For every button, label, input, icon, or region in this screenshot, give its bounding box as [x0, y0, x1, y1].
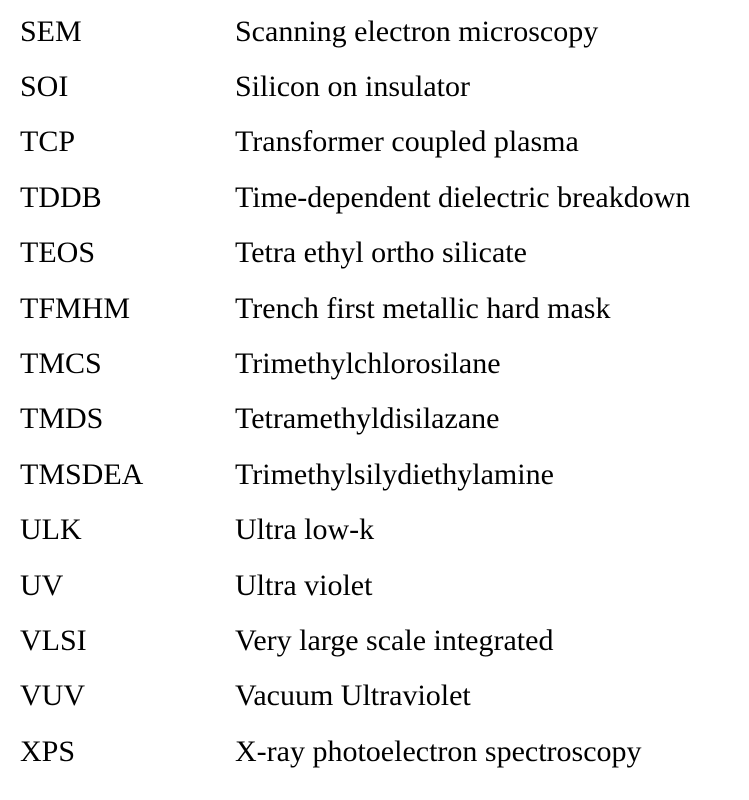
abbreviation-row: TCP Transformer coupled plasma — [0, 115, 749, 170]
abbreviation-term: TCP — [20, 125, 76, 159]
abbreviation-row: TMDS Tetramethyldisilazane — [0, 392, 749, 447]
abbreviation-definition: X-ray photoelectron spectroscopy — [235, 734, 642, 768]
abbreviation-definition: Trench first metallic hard mask — [235, 291, 611, 325]
abbreviation-row: TMCS Trimethylchlorosilane — [0, 336, 749, 391]
abbreviation-definition: Tetra ethyl ortho silicate — [235, 236, 527, 270]
abbreviation-row: VUV Vacuum Ultraviolet — [0, 669, 749, 724]
abbreviation-definition: Vacuum Ultraviolet — [235, 679, 471, 713]
abbreviation-term: TEOS — [20, 236, 95, 270]
abbreviation-term: SEM — [20, 14, 82, 48]
abbreviation-definition: Ultra low-k — [235, 513, 375, 547]
abbreviation-definition: Scanning electron microscopy — [235, 14, 599, 48]
abbreviation-definition: Very large scale integrated — [235, 623, 554, 657]
abbreviation-term: TFMHM — [20, 291, 131, 325]
abbreviation-term: VUV — [20, 679, 85, 713]
abbreviation-term: TMSDEA — [20, 457, 144, 491]
abbreviation-term: UV — [20, 568, 64, 602]
abbreviation-definition: Trimethylchlorosilane — [235, 347, 501, 381]
abbreviation-definition: Trimethylsilydiethylamine — [235, 457, 554, 491]
abbreviation-row: XPS X-ray photoelectron spectroscopy — [0, 724, 749, 779]
abbreviation-row: SEM Scanning electron microscopy — [0, 4, 749, 59]
abbreviation-term: XPS — [20, 734, 76, 768]
abbreviation-definition: Ultra violet — [235, 568, 373, 602]
abbreviation-term: TMDS — [20, 402, 104, 436]
abbreviation-row: TEOS Tetra ethyl ortho silicate — [0, 226, 749, 281]
abbreviation-row: UV Ultra violet — [0, 558, 749, 613]
abbreviation-row: VLSI Very large scale integrated — [0, 613, 749, 668]
abbreviation-row: TDDB Time-dependent dielectric breakdown — [0, 170, 749, 225]
abbreviation-definition: Silicon on insulator — [235, 70, 470, 104]
abbreviation-term: ULK — [20, 513, 82, 547]
abbreviation-row: TFMHM Trench first metallic hard mask — [0, 281, 749, 336]
abbreviation-row: SOI Silicon on insulator — [0, 59, 749, 114]
abbreviation-list: SEM Scanning electron microscopy SOI Sil… — [0, 4, 749, 779]
abbreviation-term: TMCS — [20, 347, 102, 381]
abbreviation-row: ULK Ultra low-k — [0, 503, 749, 558]
abbreviation-definition: Transformer coupled plasma — [235, 125, 579, 159]
abbreviation-term: VLSI — [20, 623, 87, 657]
abbreviation-term: TDDB — [20, 180, 102, 214]
abbreviation-row: TMSDEA Trimethylsilydiethylamine — [0, 447, 749, 502]
abbreviation-definition: Time-dependent dielectric breakdown — [235, 180, 691, 214]
abbreviation-definition: Tetramethyldisilazane — [235, 402, 500, 436]
abbreviation-term: SOI — [20, 70, 69, 104]
